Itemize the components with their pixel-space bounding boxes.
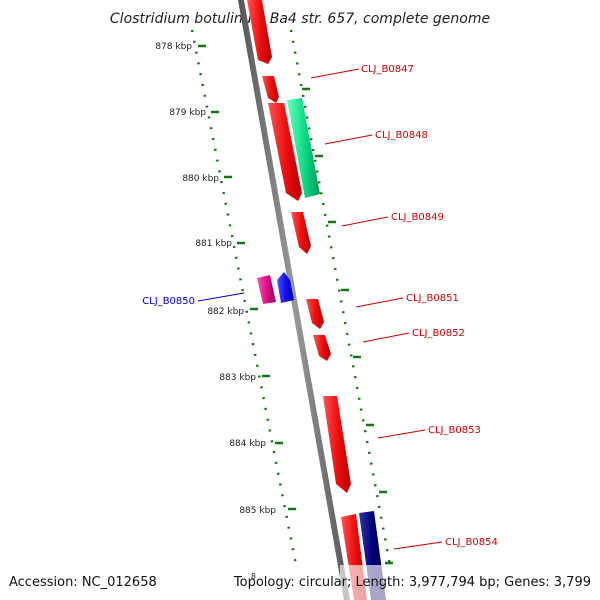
gene-label-clj-b0854[interactable]: CLJ_B0854 [445, 537, 498, 548]
cds-feature-clj-b0851 [306, 299, 324, 329]
gene-label-clj-b0847[interactable]: CLJ_B0847 [361, 64, 414, 75]
gene-label-clj-b0850[interactable]: CLJ_B0850 [142, 296, 195, 307]
cds-feature-clj-b0850 [277, 272, 294, 303]
cds-feature-clj-b0848-green [287, 98, 320, 198]
label-leader-reverse [197, 292, 245, 302]
tick-label-880: 880 kbp [182, 174, 219, 184]
tick-label-878: 878 kbp [155, 42, 192, 52]
tick-label-881: 881 kbp [195, 239, 232, 249]
inner-major-ticks [198, 44, 296, 511]
cds-feature-clj-b0849 [291, 212, 311, 254]
outer-major-ticks [302, 87, 393, 565]
genome-summary-text: Topology: circular; Length: 3,977,794 bp… [233, 575, 591, 590]
tick-label-882: 882 kbp [207, 307, 244, 317]
gene-label-clj-b0853[interactable]: CLJ_B0853 [428, 425, 481, 436]
cds-feature-clj-b0847 [262, 76, 279, 103]
gene-label-clj-b0848[interactable]: CLJ_B0848 [375, 130, 428, 141]
tick-label-884: 884 kbp [229, 439, 266, 449]
cds-feature-clj-b0852 [313, 335, 331, 361]
cds-feature-clj-b0848 [268, 103, 302, 201]
label-leaders-forward [310, 68, 443, 550]
cds-feature-clj-b0853 [323, 396, 351, 493]
tick-label-cutoff: 8 [251, 572, 256, 581]
tick-label-883: 883 kbp [219, 373, 256, 383]
cds-feature-clj-b0850-magenta [257, 275, 276, 304]
gene-label-clj-b0852[interactable]: CLJ_B0852 [412, 328, 465, 339]
accession-text: Accession: NC_012658 [9, 575, 157, 590]
fade-overlay-bottom [340, 565, 400, 600]
map-title: Clostridium botulinum Ba4 str. 657, comp… [110, 11, 490, 27]
cds-feature-top [247, 0, 272, 64]
tick-label-879: 879 kbp [169, 108, 206, 118]
tick-label-885: 885 kbp [239, 506, 276, 516]
gene-label-clj-b0851[interactable]: CLJ_B0851 [406, 293, 459, 304]
gene-label-clj-b0849[interactable]: CLJ_B0849 [391, 212, 444, 223]
